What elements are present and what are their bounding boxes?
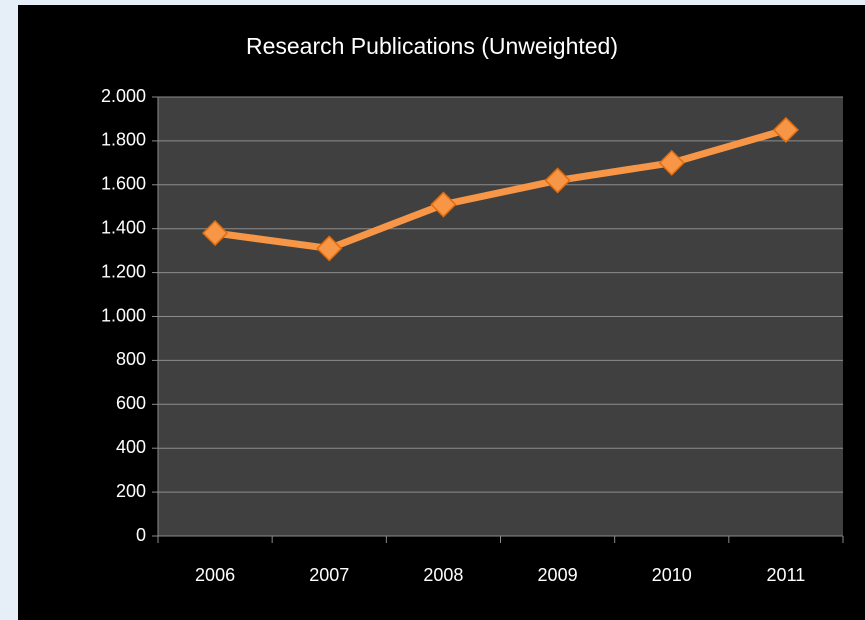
x-tick-label: 2007 <box>309 565 349 585</box>
data-marker <box>772 116 799 143</box>
x-tick-label: 2010 <box>652 565 692 585</box>
y-tick-label: 1.400 <box>101 217 146 237</box>
data-marker <box>316 235 343 262</box>
y-tick-label: 1.200 <box>101 261 146 281</box>
y-tick-label: 2.000 <box>101 86 146 106</box>
y-tick-label: 200 <box>116 481 146 501</box>
chart-title: Research Publications (Unweighted) <box>246 33 618 59</box>
data-marker <box>658 149 685 176</box>
y-tick-label: 1.800 <box>101 130 146 150</box>
data-marker <box>202 220 229 247</box>
x-tick-label: 2008 <box>423 565 463 585</box>
y-tick-label: 0 <box>136 525 146 545</box>
data-marker <box>544 167 571 194</box>
y-tick-label: 400 <box>116 437 146 457</box>
y-tick-label: 600 <box>116 393 146 413</box>
y-tick-label: 1.600 <box>101 174 146 194</box>
y-tick-label: 800 <box>116 349 146 369</box>
x-tick-label: 2011 <box>767 565 806 585</box>
data-marker <box>430 191 457 218</box>
x-tick-label: 2009 <box>538 565 578 585</box>
y-tick-label: 1.000 <box>101 305 146 325</box>
x-tick-label: 2006 <box>195 565 235 585</box>
data-line <box>211 126 790 252</box>
